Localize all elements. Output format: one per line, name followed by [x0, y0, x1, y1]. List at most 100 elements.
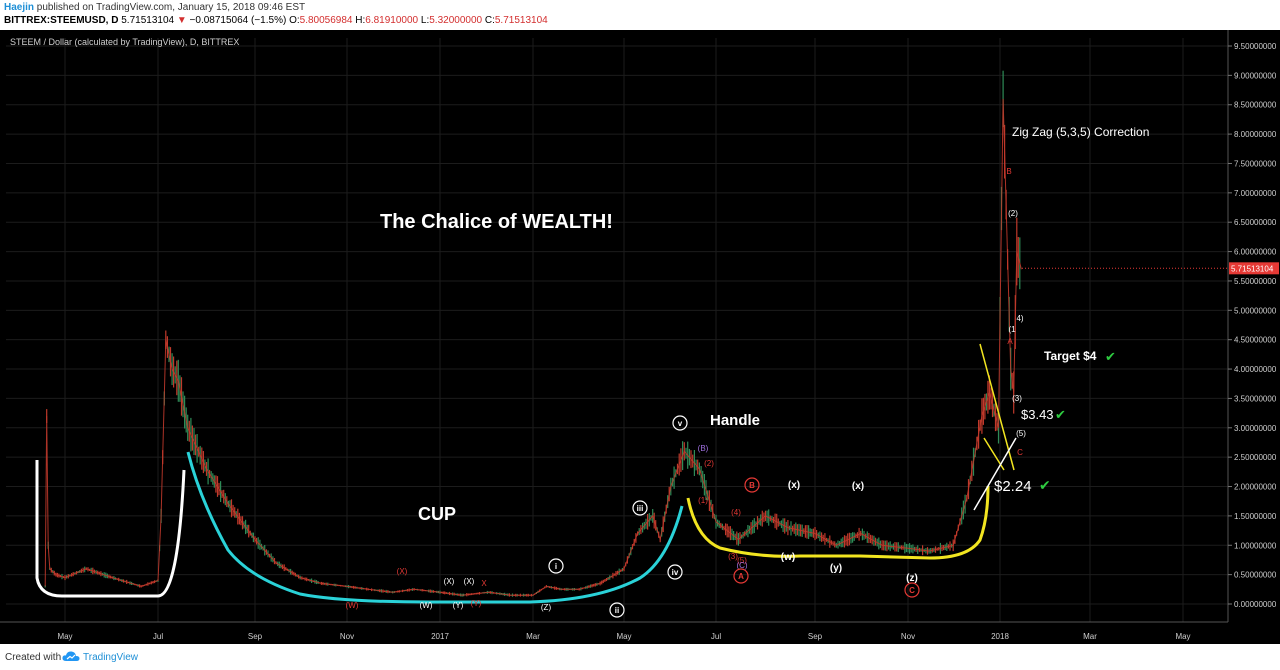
- x-tick-label: Sep: [248, 632, 263, 641]
- y-tick-label: 5.00000000: [1234, 306, 1277, 315]
- low-label: L:: [420, 15, 430, 26]
- target-4-label: Target $4: [1044, 349, 1097, 363]
- zz-4: 4): [1016, 314, 1023, 323]
- y-tick-label: 9.50000000: [1234, 42, 1277, 51]
- y-tick-label: 1.00000000: [1234, 541, 1277, 550]
- price-343-check: ✔: [1055, 407, 1066, 422]
- wave-W-white: (W): [420, 601, 433, 610]
- wave-B-circled: B: [749, 481, 755, 490]
- cup-label: CUP: [418, 504, 456, 524]
- wave-Y: (Y): [471, 599, 482, 608]
- wave-W: (W): [346, 601, 359, 610]
- wave-iii: iii: [637, 504, 644, 513]
- price-224-label: $2.24: [994, 478, 1032, 495]
- wave-w-lower: (w): [781, 552, 795, 563]
- y-tick-label: 7.00000000: [1234, 189, 1277, 198]
- zz-1: (1: [1008, 325, 1016, 334]
- wave-C-circled-circle: [904, 582, 920, 598]
- zz-B: B: [1006, 167, 1011, 176]
- wave-i: i: [555, 562, 557, 571]
- symbol-name: BITTREX:STEEMUSD, D: [4, 15, 119, 26]
- y-tick-label: 2.50000000: [1234, 453, 1277, 462]
- wave-ii-circle: [609, 602, 625, 618]
- y-tick-label: 6.50000000: [1234, 218, 1277, 227]
- chart-area[interactable]: The Chalice of WEALTH! CUP Handle Zig Zag (…: [0, 30, 1280, 644]
- wave-v-circle: [672, 415, 688, 431]
- x-tick-label: Mar: [1083, 632, 1097, 641]
- grid: [0, 30, 1280, 644]
- zz-5: (5): [1016, 429, 1026, 438]
- low-value: 5.32000000: [429, 15, 483, 26]
- x-tick-label: May: [57, 632, 72, 641]
- candles: [44, 70, 1022, 597]
- y-tick-label: 1.50000000: [1234, 512, 1277, 521]
- open-value: 5.80056984: [299, 15, 353, 26]
- x-tick-label: Jul: [153, 632, 163, 641]
- footer: Created with TradingView: [0, 644, 1280, 670]
- tradingview-brand[interactable]: TradingView: [83, 652, 139, 663]
- y-tick-label: 5.50000000: [1234, 277, 1277, 286]
- zz-A: A: [1007, 337, 1013, 346]
- breakout-line: [973, 437, 1017, 511]
- high-label: H:: [355, 15, 366, 26]
- y-tick-label: 9.00000000: [1234, 71, 1277, 80]
- y-tick-label: 0.00000000: [1234, 600, 1277, 609]
- wave-XX-2: (X): [464, 577, 475, 586]
- wave-iv: iv: [672, 568, 679, 577]
- wave-z-lower: (z): [906, 573, 918, 584]
- y-tick-label: 4.00000000: [1234, 365, 1277, 374]
- y-tick-label: 8.50000000: [1234, 101, 1277, 110]
- y-tick-label: 3.50000000: [1234, 394, 1277, 403]
- y-tick-label: 7.50000000: [1234, 159, 1277, 168]
- last-price-tag-label: 5.71513104: [1231, 264, 1274, 273]
- last-price: 5.71513104: [118, 15, 175, 26]
- wave-labels: The Chalice of WEALTH! CUP Handle Zig Zag (…: [346, 125, 1149, 618]
- wave-A-circled-circle: [733, 568, 749, 584]
- wave-3: (3): [728, 552, 738, 561]
- pattern-curves: [35, 343, 1017, 604]
- wave-1: (1): [698, 496, 708, 505]
- zz-2: (2): [1008, 209, 1018, 218]
- x-tick-label: Mar: [526, 632, 540, 641]
- y-tick-label: 3.00000000: [1234, 424, 1277, 433]
- high-value: 6.81910000: [365, 15, 419, 26]
- price-343-label: $3.43: [1021, 407, 1054, 422]
- axes: 9.50000000 9.00000000 8.50000000 8.00000000…: [0, 30, 1279, 641]
- handle-curve: [686, 485, 990, 560]
- wave-Z: (Z): [541, 603, 552, 612]
- wave-i-circle: [548, 558, 564, 574]
- symbol-info: BITTREX:STEEMUSD, D 5.71513104 ▼ −0.0871…: [4, 15, 548, 26]
- price-chart[interactable]: The Chalice of WEALTH! CUP Handle Zig Zag (…: [0, 30, 1280, 644]
- wave-C-circled: C: [909, 586, 915, 595]
- x-tick-label: May: [616, 632, 631, 641]
- y-tick-label: 4.50000000: [1234, 336, 1277, 345]
- handle-label: Handle: [710, 412, 760, 429]
- wave-B-circled-circle: [744, 477, 760, 493]
- open-label: O:: [289, 15, 300, 26]
- correction-label: Zig Zag (5,3,5) Correction: [1012, 125, 1149, 139]
- zz-C: C: [1017, 448, 1023, 457]
- wave-2: (2): [704, 459, 714, 468]
- wave-iv-circle: [667, 564, 683, 580]
- wave-XX-1: (X): [444, 577, 455, 586]
- wedge-upper-line: [979, 343, 1015, 471]
- wave-B-paren: (B): [698, 444, 709, 453]
- price-change: −0.08715064 (−1.5%): [189, 15, 287, 26]
- price-line: [44, 98, 1022, 596]
- price-224-check: ✔: [1039, 477, 1051, 493]
- close-label: C:: [484, 15, 495, 26]
- x-tick-label: Jul: [711, 632, 721, 641]
- x-tick-label: Nov: [340, 632, 354, 641]
- close-value: 5.71513104: [494, 15, 548, 26]
- x-tick-label: Nov: [901, 632, 915, 641]
- last-price-tag: [1229, 262, 1279, 275]
- down-arrow-icon: ▼: [176, 15, 187, 26]
- x-tick-label: 2018: [991, 632, 1009, 641]
- wave-v: v: [678, 419, 683, 428]
- author-link[interactable]: Haejin: [4, 2, 35, 13]
- y-tick-label: 0.50000000: [1234, 571, 1277, 580]
- wave-Y-white: (Y): [453, 601, 464, 610]
- chart-background: [0, 30, 1280, 644]
- chalice-title: The Chalice of WEALTH!: [380, 211, 613, 233]
- x-tick-label: Sep: [808, 632, 823, 641]
